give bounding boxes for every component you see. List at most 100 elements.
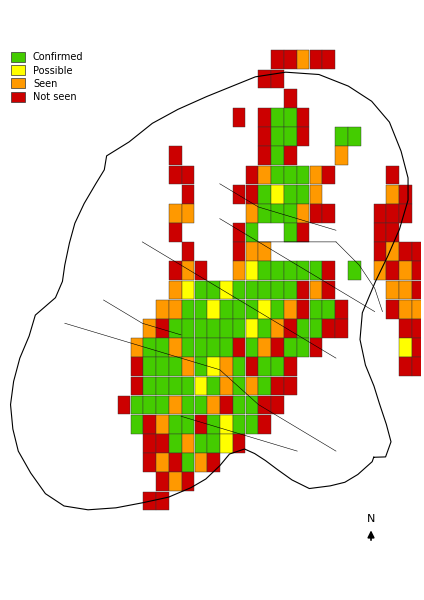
Bar — [182, 453, 194, 472]
Bar — [246, 415, 258, 434]
Bar — [195, 262, 207, 280]
Bar — [310, 319, 322, 338]
Bar — [195, 453, 207, 472]
Bar — [297, 185, 310, 203]
Bar — [233, 185, 245, 203]
Bar — [297, 223, 310, 242]
Bar — [220, 300, 233, 319]
Bar — [169, 204, 181, 223]
Bar — [246, 300, 258, 319]
Bar — [143, 377, 156, 395]
Bar — [207, 300, 220, 319]
Bar — [259, 166, 271, 184]
Bar — [259, 70, 271, 88]
Bar — [131, 415, 143, 434]
Bar — [207, 434, 220, 453]
Bar — [195, 377, 207, 395]
Bar — [348, 262, 360, 280]
Bar — [131, 377, 143, 395]
Bar — [310, 185, 322, 203]
Bar — [169, 146, 181, 165]
Bar — [297, 319, 310, 338]
Bar — [169, 434, 181, 453]
Bar — [143, 453, 156, 472]
Bar — [233, 281, 245, 299]
Bar — [310, 50, 322, 69]
Bar — [156, 472, 169, 491]
Bar — [195, 300, 207, 319]
Bar — [322, 319, 335, 338]
Bar — [156, 377, 169, 395]
Bar — [233, 223, 245, 242]
Bar — [195, 434, 207, 453]
Bar — [297, 300, 310, 319]
Bar — [169, 262, 181, 280]
Bar — [131, 358, 143, 376]
Bar — [374, 204, 386, 223]
Bar — [386, 204, 399, 223]
Bar — [220, 395, 233, 415]
Bar — [169, 338, 181, 357]
Bar — [169, 395, 181, 415]
Bar — [259, 300, 271, 319]
Bar — [143, 395, 156, 415]
Bar — [399, 281, 412, 299]
Bar — [412, 262, 424, 280]
Bar — [246, 223, 258, 242]
Bar — [284, 300, 297, 319]
Bar — [322, 204, 335, 223]
Bar — [335, 146, 348, 165]
Bar — [284, 146, 297, 165]
Bar — [169, 415, 181, 434]
Bar — [399, 242, 412, 261]
Bar — [399, 204, 412, 223]
Bar — [246, 395, 258, 415]
Bar — [233, 415, 245, 434]
Bar — [310, 262, 322, 280]
Bar — [284, 127, 297, 146]
Bar — [220, 434, 233, 453]
Bar — [322, 166, 335, 184]
Bar — [399, 319, 412, 338]
Bar — [233, 395, 245, 415]
Bar — [310, 300, 322, 319]
Bar — [233, 434, 245, 453]
Bar — [131, 395, 143, 415]
Bar — [386, 223, 399, 242]
Bar — [412, 242, 424, 261]
Bar — [322, 262, 335, 280]
Bar — [348, 127, 360, 146]
Bar — [233, 319, 245, 338]
Bar — [195, 281, 207, 299]
Bar — [297, 50, 310, 69]
Bar — [195, 338, 207, 357]
Bar — [284, 262, 297, 280]
Bar — [259, 204, 271, 223]
Bar — [271, 358, 284, 376]
Bar — [182, 319, 194, 338]
Bar — [284, 377, 297, 395]
Bar — [131, 338, 143, 357]
Bar — [182, 185, 194, 203]
Bar — [259, 338, 271, 357]
Bar — [259, 262, 271, 280]
Bar — [118, 395, 131, 415]
Bar — [322, 300, 335, 319]
Bar — [284, 185, 297, 203]
Bar — [207, 415, 220, 434]
Bar — [182, 242, 194, 261]
Bar — [412, 281, 424, 299]
Bar — [284, 50, 297, 69]
Bar — [310, 166, 322, 184]
Bar — [182, 415, 194, 434]
Bar — [182, 300, 194, 319]
Bar — [207, 319, 220, 338]
Bar — [246, 262, 258, 280]
Bar — [259, 395, 271, 415]
Bar — [156, 453, 169, 472]
Bar — [386, 166, 399, 184]
Bar — [284, 166, 297, 184]
Bar — [271, 262, 284, 280]
Bar — [271, 338, 284, 357]
Bar — [271, 166, 284, 184]
